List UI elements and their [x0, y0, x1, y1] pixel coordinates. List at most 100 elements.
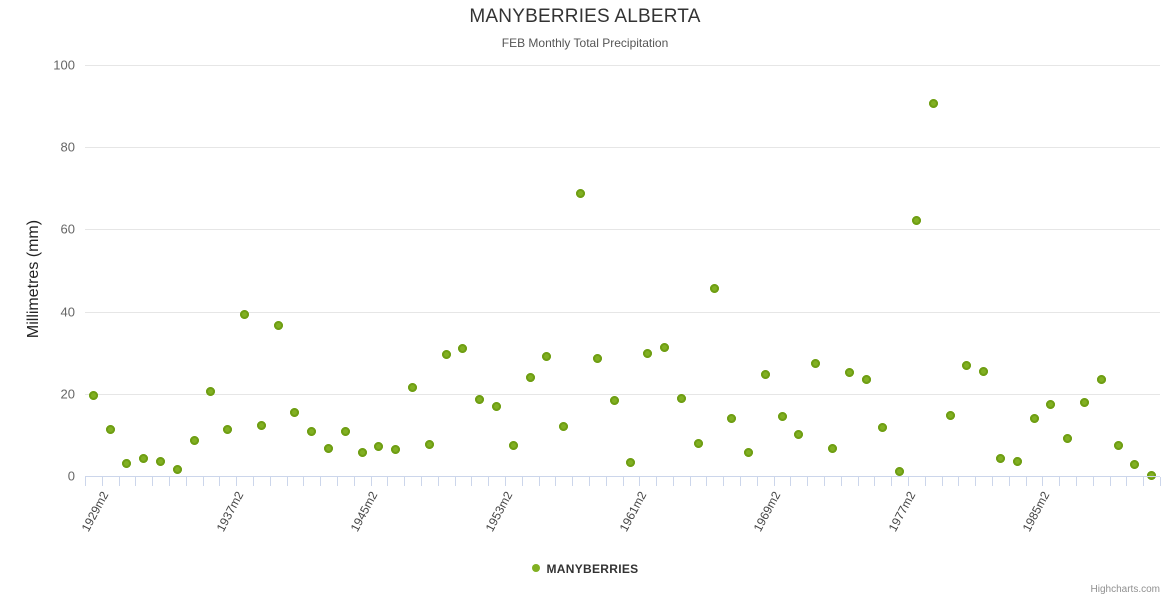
data-point[interactable] [324, 443, 334, 453]
x-axis-tick [975, 477, 977, 486]
data-point[interactable] [408, 383, 418, 393]
data-point[interactable] [105, 425, 115, 435]
data-point[interactable] [290, 408, 300, 418]
data-point[interactable] [1096, 375, 1106, 385]
x-axis-tick [454, 477, 456, 486]
y-axis-tick-label: 0 [67, 468, 75, 484]
data-point[interactable] [1029, 413, 1039, 423]
data-point[interactable] [307, 427, 317, 437]
data-point[interactable] [844, 367, 854, 377]
chart-title: MANYBERRIES ALBERTA [469, 6, 701, 27]
data-point[interactable] [962, 360, 972, 370]
data-point[interactable] [727, 413, 737, 423]
x-axis-tick [202, 477, 204, 486]
data-point[interactable] [542, 351, 552, 361]
x-axis-tick [908, 477, 910, 486]
x-axis-tick [286, 477, 288, 486]
x-axis-tick-label: 1945m2 [347, 489, 381, 534]
data-point[interactable] [88, 391, 98, 401]
data-point[interactable] [861, 375, 871, 385]
x-axis-tick [252, 477, 254, 486]
data-point[interactable] [945, 411, 955, 421]
data-point[interactable] [340, 427, 350, 437]
x-axis-tick-label: 1953m2 [482, 489, 515, 534]
data-point[interactable] [374, 441, 384, 451]
legend-item-manyberries[interactable]: MANYBERRIES [546, 561, 639, 576]
data-point[interactable] [928, 99, 938, 109]
data-point[interactable] [441, 350, 451, 360]
plot-area [85, 65, 1160, 480]
data-point[interactable] [122, 459, 132, 469]
data-point[interactable] [979, 367, 989, 377]
data-point[interactable] [172, 465, 182, 475]
data-point[interactable] [139, 453, 149, 463]
data-point[interactable] [777, 412, 787, 422]
data-point[interactable] [1147, 470, 1157, 480]
data-point[interactable] [240, 310, 250, 320]
data-point[interactable] [424, 440, 434, 450]
data-point[interactable] [878, 423, 888, 432]
data-point[interactable] [357, 448, 367, 458]
data-point[interactable] [911, 215, 921, 225]
x-axis-tick [723, 477, 725, 486]
data-point[interactable] [995, 453, 1005, 463]
x-axis-tick [85, 477, 86, 486]
x-axis-tick [992, 477, 994, 486]
data-point[interactable] [794, 429, 804, 439]
x-axis-tick-label: 1977m2 [885, 489, 919, 534]
data-point[interactable] [609, 396, 619, 406]
x-axis-tick [1008, 477, 1010, 486]
data-point[interactable] [592, 353, 602, 363]
data-point[interactable] [626, 457, 636, 467]
x-axis-tick [874, 477, 876, 486]
x-axis-tick [958, 477, 960, 486]
data-point[interactable] [559, 421, 569, 431]
data-point[interactable] [475, 395, 485, 405]
x-axis-tick [924, 477, 926, 486]
data-point[interactable] [458, 344, 468, 354]
x-axis-tick [1126, 477, 1128, 486]
chart-legend[interactable]: MANYBERRIES [0, 561, 1170, 576]
data-point[interactable] [525, 372, 535, 382]
data-point[interactable] [576, 188, 585, 198]
data-point[interactable] [710, 283, 720, 293]
data-point[interactable] [676, 394, 686, 404]
x-axis-tick [504, 477, 506, 486]
data-point[interactable] [223, 425, 233, 435]
x-axis-tick [941, 477, 943, 486]
x-axis-tick [101, 477, 103, 486]
data-point[interactable] [391, 444, 401, 454]
data-point[interactable] [643, 349, 653, 359]
data-point[interactable] [1130, 459, 1140, 469]
data-point[interactable] [1079, 398, 1089, 408]
x-axis-tick [1025, 477, 1027, 486]
data-point[interactable] [508, 441, 518, 451]
data-point[interactable] [811, 358, 821, 368]
x-axis-tick [118, 477, 120, 486]
highcharts-credits[interactable]: Highcharts.com [1090, 584, 1160, 595]
x-axis-tick [404, 477, 406, 486]
data-point[interactable] [743, 448, 753, 458]
gridline [85, 393, 1160, 395]
data-point[interactable] [1063, 433, 1073, 443]
data-point[interactable] [1113, 440, 1123, 450]
x-axis-tick [152, 477, 154, 486]
data-point[interactable] [492, 402, 502, 412]
data-point[interactable] [273, 321, 283, 331]
x-axis-tick [656, 477, 658, 486]
x-axis-tick [236, 477, 238, 486]
x-axis-tick [168, 477, 170, 486]
data-point[interactable] [156, 457, 166, 467]
x-axis-tick [538, 477, 540, 486]
data-point[interactable] [693, 439, 703, 449]
data-point[interactable] [1012, 456, 1022, 466]
data-point[interactable] [659, 343, 669, 353]
x-axis-tick [521, 477, 523, 486]
data-point[interactable] [206, 386, 216, 396]
data-point[interactable] [256, 420, 266, 430]
data-point[interactable] [827, 443, 837, 453]
data-point[interactable] [189, 436, 199, 446]
data-point[interactable] [1046, 400, 1056, 410]
data-point[interactable] [760, 370, 770, 380]
data-point[interactable] [895, 466, 905, 476]
